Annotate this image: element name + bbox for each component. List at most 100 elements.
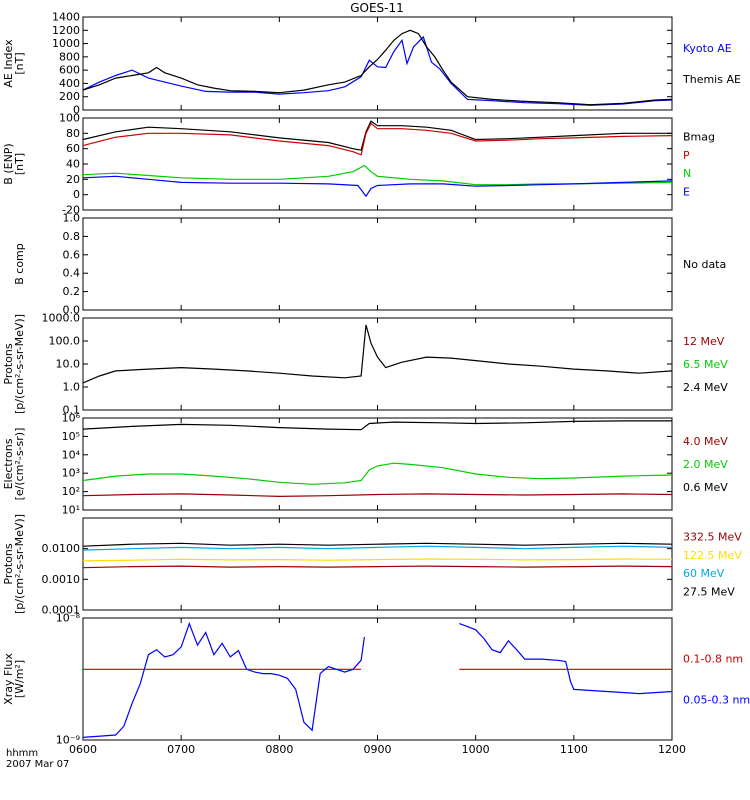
y-tick-label: 10⁶ <box>62 412 81 425</box>
panel-bfield: -20 0 20 40 60 80 100 B (ENP)[nT] Bmag PNE <box>2 112 715 217</box>
panel-frame <box>82 317 673 411</box>
legend-n: N <box>683 167 691 180</box>
series-themis-ae <box>82 29 673 106</box>
y-tick-label: 0.0001 <box>42 604 81 617</box>
y-axis-label: [nT] <box>13 153 26 175</box>
y-tick-label: 10¹ <box>62 504 80 517</box>
y-tick-label: 0.8 <box>63 230 81 243</box>
y-axis-label: Protons <box>2 343 15 384</box>
y-tick-label: 0.0100 <box>42 542 81 555</box>
x-tick-label: 1200 <box>658 743 686 756</box>
series-bmag <box>82 120 672 151</box>
y-axis-label: AE Index <box>2 39 15 88</box>
series-60-mev <box>82 545 673 551</box>
y-tick-label: 60 <box>66 142 80 155</box>
y-tick-label: 10⁻⁸ <box>56 612 81 625</box>
panel-frame <box>82 117 673 211</box>
y-axis-label: [e/(cm²-s-sr)] <box>13 428 26 501</box>
y-tick-label: 10⁻⁹ <box>56 734 80 747</box>
y-tick-label: 0.4 <box>63 267 81 280</box>
y-tick-label: 1200 <box>52 24 80 37</box>
y-tick-label: 1000.0 <box>42 312 81 325</box>
legend-12-mev: 12 MeV <box>683 335 725 348</box>
series-0-05-0-3-nm <box>82 621 365 738</box>
series-27-5-mev <box>82 542 673 547</box>
footer-date: 2007 Mar 07 <box>6 759 69 770</box>
legend-bmag: Bmag <box>683 130 715 143</box>
y-axis-label: Protons <box>2 543 15 584</box>
legend-kyoto-ae: Kyoto AE <box>683 42 732 55</box>
x-tick-label: 1000 <box>462 743 490 756</box>
y-tick-label: 1000 <box>52 37 80 50</box>
y-tick-label: 10⁵ <box>62 430 80 443</box>
y-tick-label: 0 <box>73 104 80 117</box>
y-tick-label: 1400 <box>52 11 80 24</box>
x-tick-label: 0700 <box>167 743 195 756</box>
legend-27-5-mev: 27.5 MeV <box>683 586 735 599</box>
panel-bcomp: 0.0 0.2 0.4 0.6 0.8 1.0 B comp No data <box>13 212 726 317</box>
y-axis-label: [p/(cm²-s-sr-MeV)] <box>13 314 26 414</box>
y-tick-label: 80 <box>66 127 80 140</box>
y-axis-label: [p/(cm²-s-sr-MeV)] <box>13 514 26 614</box>
legend-332-5-mev: 332.5 MeV <box>683 530 742 543</box>
legend-60-mev: 60 MeV <box>683 567 725 580</box>
x-tick-label: 0900 <box>364 743 392 756</box>
x-tick-label: 0600 <box>69 743 97 756</box>
panel-hiprotons: 0.0001 0.0010 0.0100 Protons[p/(cm²-s-sr-Me… <box>2 514 742 617</box>
y-tick-label: 0.0 <box>63 304 81 317</box>
series-0-05-0-3-nm <box>459 623 673 695</box>
y-axis-label: [W/m²] <box>13 660 26 698</box>
y-tick-label: 40 <box>66 158 80 171</box>
y-tick-label: 0.0010 <box>42 573 81 586</box>
legend-0-1-0-8-nm: 0.1-0.8 nm <box>683 653 743 666</box>
legend-4-0-mev: 4.0 MeV <box>683 435 728 448</box>
y-tick-label: 0 <box>73 188 80 201</box>
footer-hhmm: hhmm <box>6 748 38 759</box>
series-e <box>82 175 673 198</box>
legend-no-data: No data <box>683 258 726 271</box>
y-axis-label: Xray Flux <box>2 653 15 705</box>
y-axis-label: B (ENP) <box>2 143 15 184</box>
y-tick-label: -20 <box>62 204 80 217</box>
y-axis-label: [nT] <box>13 52 26 74</box>
legend-themis-ae: Themis AE <box>682 73 741 86</box>
y-tick-label: 10.0 <box>56 358 81 371</box>
y-tick-label: 400 <box>59 77 80 90</box>
panel-frame <box>82 217 673 311</box>
y-tick-label: 1.0 <box>63 381 81 394</box>
series-2-0-mev <box>82 462 673 485</box>
panel-frame <box>82 517 673 611</box>
panel-electrons: 10¹ 10² 10³ 10⁴ 10⁵ 10⁶ Electrons[e/(cm²-s-sr)… <box>2 412 728 517</box>
series-122-5-mev <box>82 558 673 562</box>
x-tick-label: 0800 <box>265 743 293 756</box>
y-tick-label: 0.1 <box>63 404 81 417</box>
legend-p: P <box>683 149 690 162</box>
y-tick-label: 600 <box>59 64 80 77</box>
panel-frame <box>82 417 673 511</box>
y-tick-label: 800 <box>59 50 80 63</box>
series-n <box>82 164 673 186</box>
legend-0-05-0-3-nm: 0.05-0.3 nm <box>683 693 750 706</box>
panel-frame <box>82 16 673 111</box>
y-tick-label: 10⁴ <box>62 448 81 461</box>
legend-2-4-mev: 2.4 MeV <box>683 381 728 394</box>
y-tick-label: 0.2 <box>63 285 81 298</box>
panel-frame <box>82 617 673 741</box>
y-axis-label: Electrons <box>2 438 15 489</box>
y-tick-label: 0.6 <box>63 248 81 261</box>
legend-0-6-mev: 0.6 MeV <box>683 481 728 494</box>
legend-122-5-mev: 122.5 MeV <box>683 549 742 562</box>
panel-xray: 10⁻⁹ 10⁻⁸ Xray Flux[W/m²] 0.1-0.8 nm 0.05-0.… <box>2 612 750 757</box>
y-axis-label: B comp <box>13 243 26 285</box>
plot-title: GOES-11 <box>350 1 404 15</box>
y-tick-label: 100.0 <box>49 335 81 348</box>
series-kyoto-ae <box>82 35 673 106</box>
series-p <box>82 122 673 156</box>
series-0-6-mev <box>82 420 672 431</box>
legend-e: E <box>683 186 690 199</box>
y-tick-label: 1.0 <box>63 212 81 225</box>
series-332-5-mev <box>82 565 673 569</box>
